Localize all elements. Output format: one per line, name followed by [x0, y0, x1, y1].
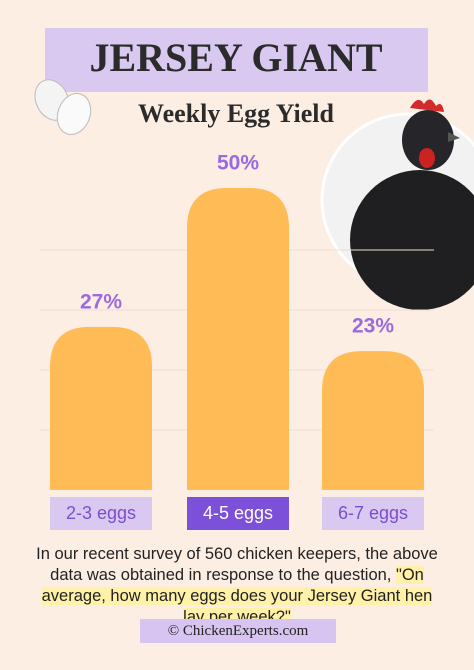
chart-subtitle: Weekly Egg Yield — [138, 99, 335, 128]
bar — [322, 351, 424, 490]
chicken-photo — [320, 99, 474, 310]
bar — [187, 188, 289, 490]
chart-title: JERSEY GIANT — [89, 35, 382, 80]
bar — [50, 326, 152, 490]
title-box — [45, 28, 428, 92]
category-box — [50, 497, 152, 530]
category-box — [187, 497, 289, 530]
x-tick-label: 2-3 eggs — [66, 503, 136, 523]
caption: In our recent survey of 560 chicken keep… — [30, 544, 444, 628]
footer: © ChickenExperts.com — [140, 619, 336, 643]
x-tick-label: 6-7 eggs — [338, 503, 408, 523]
value-label: 27% — [80, 290, 122, 313]
eggs-icon — [34, 79, 92, 135]
x-tick-label: 4-5 eggs — [203, 503, 273, 523]
caption-text: In our recent survey of 560 chicken keep… — [36, 545, 438, 584]
category-box — [322, 497, 424, 530]
value-label: 23% — [352, 315, 394, 338]
value-label: 50% — [217, 152, 259, 175]
